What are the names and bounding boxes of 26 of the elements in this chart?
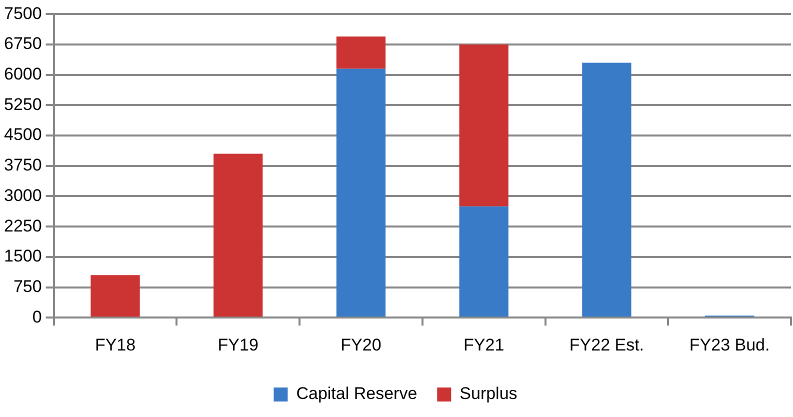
y-tick-label: 1500	[4, 246, 42, 266]
x-tick-label: FY18	[94, 335, 136, 354]
x-tick-label: FY19	[218, 335, 258, 354]
bar	[336, 68, 386, 317]
legend-label: Surplus	[460, 384, 518, 404]
legend-label: Capital Reserve	[296, 384, 418, 404]
y-tick-label: 6750	[4, 34, 42, 54]
x-tick-label: FY23 Bud.	[689, 335, 770, 354]
y-tick-label: 4500	[4, 125, 42, 144]
y-tick-label: 0	[32, 307, 42, 326]
bar	[459, 206, 508, 317]
x-tick-label: FY20	[340, 335, 382, 354]
y-tick-label: 3750	[4, 156, 42, 175]
bar	[90, 275, 140, 317]
bar	[214, 154, 263, 317]
y-tick-label: 5250	[4, 94, 42, 114]
y-tick-label: 2250	[4, 216, 42, 236]
x-tick-label: FY22 Est.	[569, 335, 644, 354]
x-tick-label: FY21	[464, 335, 504, 354]
bar	[336, 36, 386, 69]
bar	[459, 44, 508, 206]
y-tick-label: 6000	[4, 64, 42, 84]
bar	[582, 62, 632, 317]
y-tick-label: 3000	[4, 186, 42, 205]
y-tick-label: 7500	[4, 4, 42, 23]
y-tick-label: 750	[13, 276, 42, 296]
